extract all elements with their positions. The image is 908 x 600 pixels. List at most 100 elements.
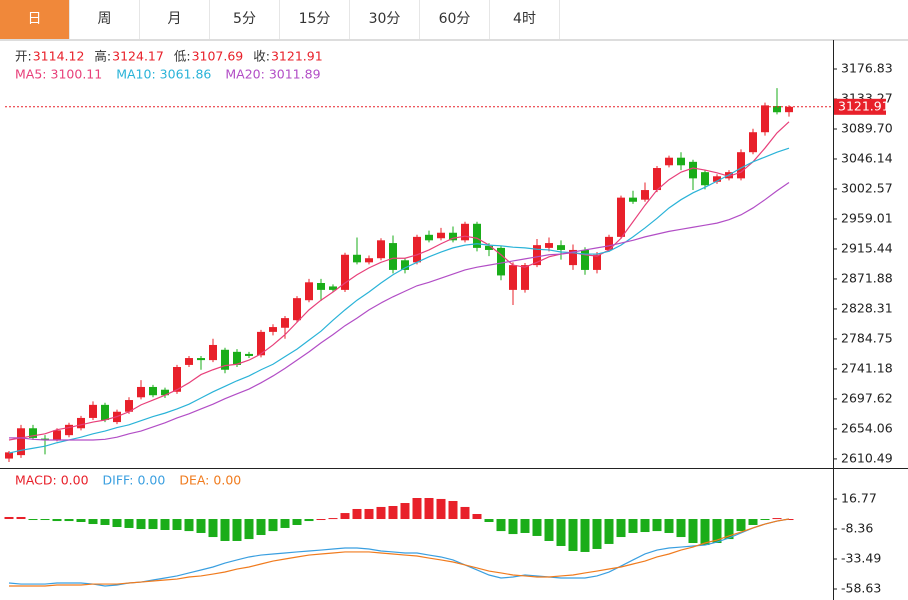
macd-bar: [604, 519, 614, 544]
candle-body: [629, 197, 637, 202]
last-price-label: 3121.91: [838, 98, 890, 113]
y-tick-label: -8.36: [841, 520, 873, 535]
macd-bar: [532, 519, 542, 536]
macd-bar: [496, 519, 506, 532]
ma-line: [8, 121, 790, 441]
candle-body: [137, 386, 145, 398]
macd-bar: [688, 519, 698, 544]
period-tab[interactable]: 4时: [490, 0, 560, 39]
macd-bar: [772, 518, 782, 520]
y-tick-label: 2915.44: [841, 240, 893, 255]
macd-bar: [100, 519, 110, 525]
macd-bar: [388, 506, 398, 520]
candle-body: [461, 223, 469, 241]
macd-bar: [700, 519, 710, 546]
macd-bar: [364, 508, 374, 520]
macd-bar: [472, 513, 482, 520]
macd-bar: [196, 519, 206, 533]
candle-body: [353, 254, 361, 263]
macd-bar: [160, 519, 170, 530]
candle-body: [449, 232, 457, 241]
candle-body: [233, 351, 241, 365]
macd-bar: [208, 519, 218, 538]
y-tick-label: 2959.01: [841, 210, 893, 225]
candle-body: [581, 249, 589, 270]
candle-body: [317, 283, 325, 290]
macd-bar: [76, 519, 86, 522]
macd-bar: [712, 519, 722, 544]
macd-bar: [736, 519, 746, 532]
readout: DIFF:: [103, 473, 134, 488]
candle-body: [305, 282, 313, 301]
macd-bar: [616, 519, 626, 538]
macd-bar: [88, 519, 98, 525]
macd-bar: [292, 519, 302, 525]
macd-bar: [724, 519, 734, 540]
y-tick-label: 3002.57: [841, 180, 893, 195]
period-tab[interactable]: 15分: [280, 0, 350, 39]
last-price-box: [834, 98, 886, 115]
macd-bar: [748, 519, 758, 525]
candle-body: [149, 386, 157, 396]
readout: 开:: [15, 49, 32, 64]
readout: MA5:: [15, 67, 47, 82]
macd-bar: [112, 519, 122, 528]
candle-body: [533, 245, 541, 266]
candle-body: [245, 353, 253, 356]
macd-bar: [592, 519, 602, 549]
candle-body: [509, 265, 517, 290]
macd-bar: [352, 508, 362, 520]
macd-bar: [376, 506, 386, 520]
macd-bar: [148, 519, 158, 530]
y-tick-label: 2828.31: [841, 300, 893, 315]
period-tab[interactable]: 60分: [420, 0, 490, 39]
macd-bar: [256, 519, 266, 536]
candle-body: [65, 424, 73, 436]
candle-body: [761, 105, 769, 133]
period-tab[interactable]: 日: [0, 0, 70, 39]
macd-bar: [172, 519, 182, 530]
period-tab[interactable]: 周: [70, 0, 140, 39]
candle-body: [53, 430, 61, 440]
macd-bar: [760, 519, 770, 521]
candle-body: [209, 344, 217, 361]
candle-body: [281, 318, 289, 328]
y-tick-label: 2654.06: [841, 420, 893, 435]
period-tab[interactable]: 30分: [350, 0, 420, 39]
macd-bar: [40, 519, 50, 521]
candle-body: [785, 106, 793, 113]
candle-body: [389, 243, 397, 270]
readout: 收:: [253, 49, 270, 64]
candle-body: [437, 232, 445, 239]
macd-bar: [316, 519, 326, 521]
macd-bar: [676, 519, 686, 538]
y-tick-label: 2610.49: [841, 450, 893, 465]
y-tick-label: 2741.18: [841, 360, 893, 375]
y-tick-label: 3176.83: [841, 60, 893, 75]
macd-bar: [448, 500, 458, 520]
candle-body: [521, 265, 529, 290]
candle-body: [5, 452, 13, 459]
y-tick-label: 2871.88: [841, 270, 893, 285]
macd-bar: [124, 519, 134, 528]
macd-bar: [640, 519, 650, 533]
candle-body: [689, 161, 697, 179]
readout: 3061.86: [160, 67, 212, 82]
candle-body: [665, 157, 673, 166]
macd-bar: [556, 519, 566, 546]
macd-line: [9, 518, 790, 587]
readout: 0.00: [137, 473, 165, 488]
readout: 3124.17: [112, 49, 164, 64]
candle-body: [749, 132, 757, 153]
macd-bar: [400, 503, 410, 520]
y-tick-label: -33.49: [841, 550, 881, 565]
macd-bar: [580, 519, 590, 552]
candle-body: [125, 400, 133, 412]
candle-body: [713, 176, 721, 182]
candle-body: [101, 404, 109, 421]
period-tab[interactable]: 月: [140, 0, 210, 39]
period-tab[interactable]: 5分: [210, 0, 280, 39]
candle-body: [185, 358, 193, 365]
candle-body: [401, 260, 409, 270]
candle-body: [17, 428, 25, 456]
